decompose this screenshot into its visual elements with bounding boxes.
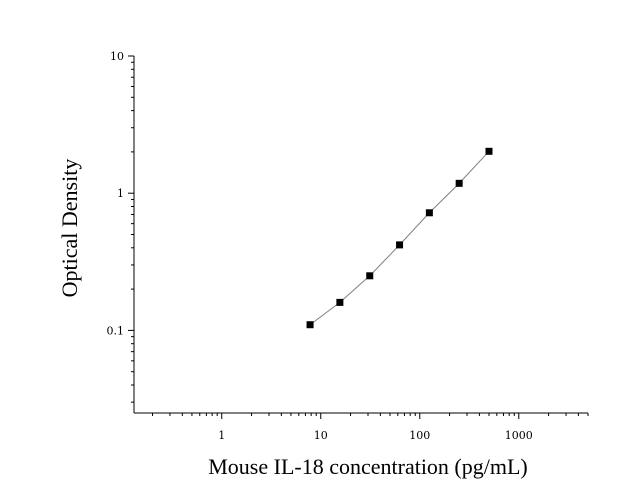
- x-axis-tick-labels: 1 10 100 1000: [218, 429, 533, 442]
- plot-area: 1 10 100 1000 0.1 1 10: [107, 50, 589, 442]
- x-tick-label: 100: [409, 429, 430, 442]
- x-axis-title: Mouse IL-18 concentration (pg/mL): [208, 454, 528, 479]
- series-markers-group: [306, 147, 493, 329]
- y-axis-ticks: [128, 55, 134, 403]
- x-tick-label: 10: [314, 429, 328, 442]
- y-axis-title: Optical Density: [57, 159, 82, 298]
- data-point: [336, 298, 344, 306]
- data-point: [485, 147, 493, 155]
- fit-curve: [309, 150, 490, 326]
- x-tick-label: 1000: [505, 429, 533, 442]
- series-line-group: [309, 150, 490, 326]
- y-tick-label: 1: [117, 187, 124, 200]
- y-tick-label: 0.1: [107, 324, 125, 337]
- x-axis-ticks: [152, 413, 589, 419]
- data-point: [455, 179, 463, 187]
- data-point: [396, 241, 404, 249]
- data-point: [425, 209, 433, 217]
- x-tick-label: 1: [218, 429, 225, 442]
- data-point: [366, 272, 374, 280]
- y-axis-tick-labels: 0.1 1 10: [107, 50, 125, 337]
- y-tick-label: 10: [110, 50, 124, 63]
- data-point: [306, 321, 314, 329]
